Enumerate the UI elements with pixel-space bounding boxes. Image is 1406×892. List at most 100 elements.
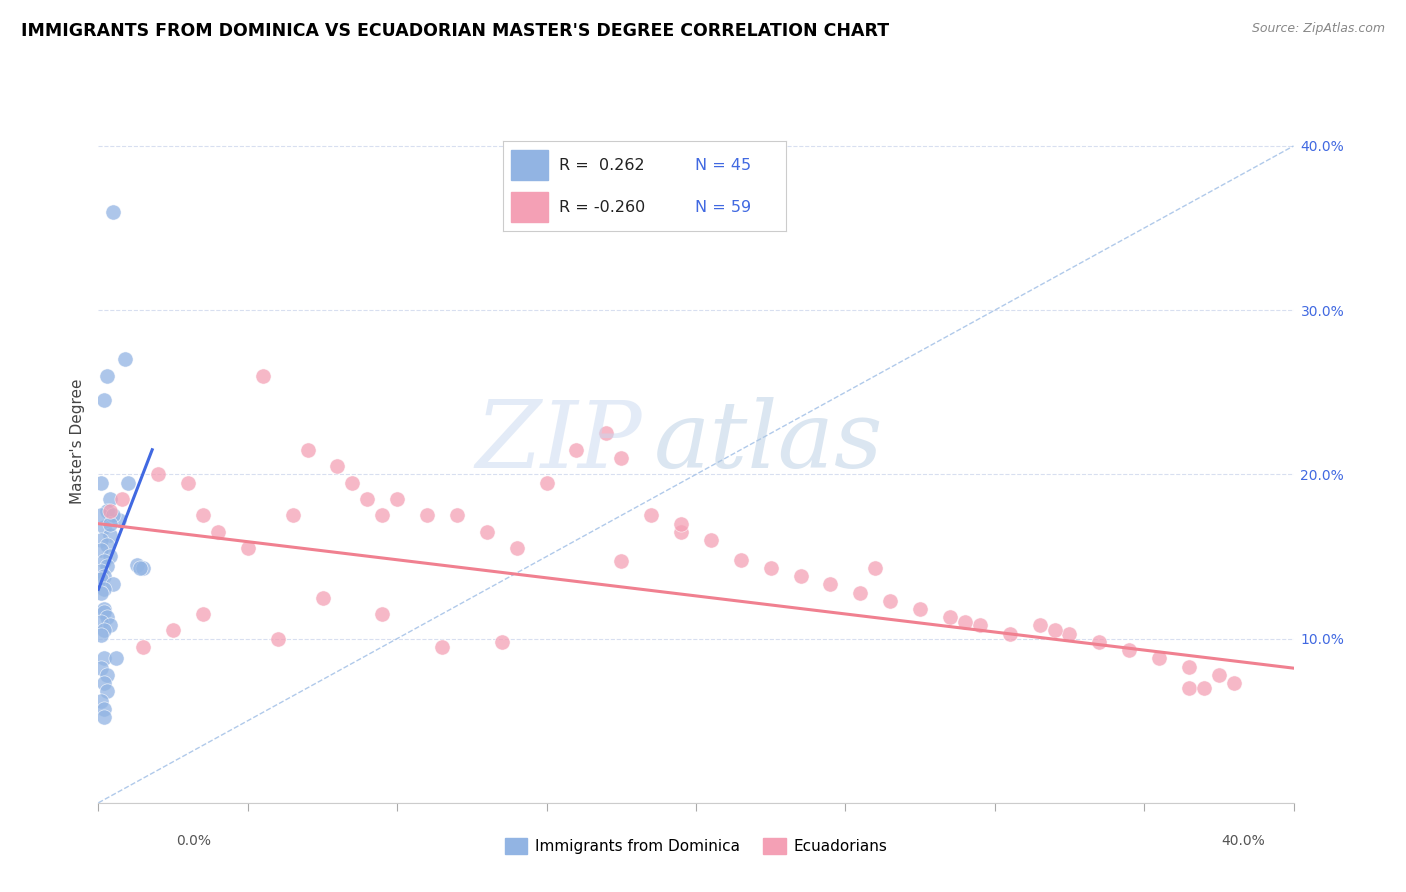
- Point: [93, 676, 115, 690]
- Point: [93, 393, 115, 408]
- Point: [132, 561, 155, 575]
- Point: [148, 467, 170, 482]
- Point: [610, 450, 633, 465]
- Point: [90, 694, 112, 708]
- Point: [96, 684, 118, 698]
- Point: [297, 442, 319, 457]
- Text: N = 45: N = 45: [696, 158, 751, 173]
- Point: [640, 508, 662, 523]
- Point: [129, 561, 152, 575]
- Point: [1178, 659, 1201, 673]
- Point: [111, 491, 134, 506]
- Point: [96, 368, 118, 383]
- Point: [93, 554, 115, 568]
- Point: [98, 549, 122, 564]
- Point: [96, 610, 118, 624]
- Point: [267, 632, 290, 646]
- Text: ZIP: ZIP: [475, 397, 643, 486]
- Point: [177, 475, 200, 490]
- Text: R = -0.260: R = -0.260: [560, 200, 645, 215]
- Point: [1118, 643, 1140, 657]
- Point: [371, 607, 394, 621]
- Point: [430, 640, 453, 654]
- Point: [849, 585, 872, 599]
- Point: [311, 591, 333, 605]
- Point: [506, 541, 529, 556]
- Text: R =  0.262: R = 0.262: [560, 158, 645, 173]
- Point: [96, 538, 118, 552]
- Point: [730, 553, 752, 567]
- Point: [93, 624, 115, 638]
- Point: [1028, 618, 1050, 632]
- Point: [90, 585, 112, 599]
- Point: [96, 503, 118, 517]
- Point: [93, 710, 115, 724]
- Point: [953, 615, 976, 630]
- Point: [1208, 667, 1230, 681]
- Point: [536, 475, 558, 490]
- Point: [385, 491, 409, 506]
- Point: [371, 508, 394, 523]
- Point: [252, 368, 274, 383]
- Text: N = 59: N = 59: [696, 200, 751, 215]
- Point: [98, 618, 122, 632]
- Point: [93, 602, 115, 616]
- Point: [98, 491, 122, 506]
- Point: [90, 542, 112, 557]
- Point: [1223, 676, 1246, 690]
- Point: [162, 624, 184, 638]
- Point: [281, 508, 304, 523]
- Point: [475, 524, 498, 539]
- Point: [491, 635, 513, 649]
- Bar: [512, 193, 548, 222]
- Point: [93, 582, 115, 597]
- Point: [326, 459, 349, 474]
- Legend: Immigrants from Dominica, Ecuadorians: Immigrants from Dominica, Ecuadorians: [498, 832, 894, 860]
- Point: [700, 533, 723, 547]
- Point: [90, 533, 112, 547]
- Point: [96, 559, 118, 574]
- Point: [865, 561, 887, 575]
- Point: [114, 352, 136, 367]
- Point: [610, 554, 633, 568]
- Point: [90, 508, 112, 523]
- Point: [669, 524, 692, 539]
- Text: Source: ZipAtlas.com: Source: ZipAtlas.com: [1251, 22, 1385, 36]
- Point: [93, 651, 115, 665]
- Point: [103, 204, 125, 219]
- Point: [998, 626, 1021, 640]
- Point: [207, 524, 229, 539]
- Point: [342, 475, 364, 490]
- Point: [90, 564, 112, 578]
- Point: [90, 628, 112, 642]
- Point: [1088, 635, 1111, 649]
- Point: [98, 528, 122, 542]
- Point: [236, 541, 259, 556]
- Point: [93, 605, 115, 619]
- Point: [103, 508, 125, 523]
- Point: [98, 503, 122, 517]
- Point: [356, 491, 378, 506]
- Bar: [512, 151, 548, 180]
- Point: [132, 640, 155, 654]
- Point: [820, 577, 842, 591]
- Point: [879, 594, 901, 608]
- Point: [105, 651, 128, 665]
- Point: [90, 661, 112, 675]
- Y-axis label: Master's Degree: Master's Degree: [69, 379, 84, 504]
- Text: atlas: atlas: [654, 397, 883, 486]
- Point: [1043, 624, 1066, 638]
- Point: [908, 602, 931, 616]
- Point: [127, 558, 149, 572]
- Point: [93, 569, 115, 583]
- Point: [789, 569, 811, 583]
- Point: [669, 516, 692, 531]
- Point: [191, 607, 214, 621]
- Point: [98, 516, 122, 531]
- Point: [1147, 651, 1170, 665]
- Point: [93, 520, 115, 534]
- Point: [595, 426, 617, 441]
- Point: [759, 561, 782, 575]
- Point: [1059, 626, 1081, 640]
- Point: [90, 615, 112, 630]
